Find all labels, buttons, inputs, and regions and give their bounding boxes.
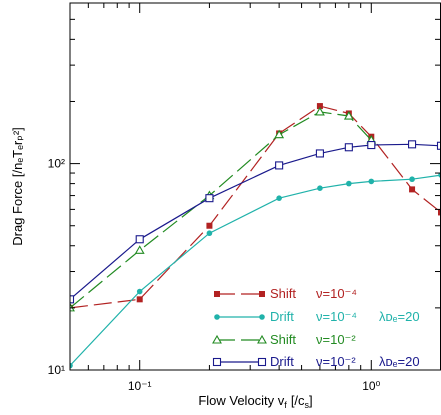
series-2-point (274, 129, 285, 139)
legend-label-3: Drift (270, 354, 294, 369)
series-1-point (409, 176, 415, 183)
series-1-point (346, 180, 352, 187)
legend-nu-0: ν=10⁻⁴ (316, 286, 357, 301)
series-1-point (136, 288, 143, 295)
series-line-3 (70, 143, 441, 300)
series-line-0 (70, 105, 441, 309)
legend-marker-start-0 (214, 291, 220, 297)
legend-label-0: Shift (270, 286, 296, 301)
legend-marker-end-2 (257, 334, 267, 344)
series-1-point (206, 230, 213, 237)
series-1-point (276, 195, 282, 201)
series-2-point (343, 110, 354, 120)
series-line-1 (70, 174, 441, 367)
legend-nu-2: ν=10⁻² (316, 332, 356, 347)
series-1-point (317, 185, 323, 192)
legend: Shift ν=10⁻⁴ Drift ν=10⁻⁴ Shift ν=10⁻² Drift ν=… (212, 286, 420, 369)
legend-nu-1: ν=10⁻⁴ (316, 309, 357, 324)
legend-label-2: Shift (270, 332, 296, 347)
x-tick-label: 10⁰ (362, 379, 380, 393)
series-0-point (206, 222, 213, 229)
series-3-point (436, 141, 441, 150)
series-3-point (205, 194, 214, 203)
y-axis-title: Drag Force [/nₑTₑrₚ²] (10, 127, 25, 246)
legend-marker-start-3 (212, 357, 222, 367)
x-tick-label: 10⁻¹ (128, 379, 152, 393)
series-3-point (135, 235, 144, 244)
series-2-point (134, 245, 145, 254)
series-0-point (316, 103, 323, 110)
series-0-point (438, 209, 441, 216)
series-line-2 (70, 111, 372, 309)
series-2-point (314, 106, 325, 116)
legend-label-1: Drift (270, 309, 294, 324)
series-3-point (408, 140, 417, 149)
series-0-point (136, 296, 143, 303)
lambda-annotation-1: λᴅₑ=20 (379, 354, 420, 369)
legend-marker-end-0 (259, 291, 265, 297)
data-layer (70, 103, 441, 369)
y-tick-label: 10¹ (48, 363, 65, 377)
series-3-point (367, 140, 376, 150)
series-group (70, 103, 441, 369)
series-3-point (70, 295, 75, 304)
legend-marker-start-1 (214, 314, 220, 320)
tick-layer: 10⁻¹ 10⁰ 10¹ 10² (48, 2, 441, 393)
legend-marker-start-2 (212, 334, 222, 344)
series-3-point (275, 161, 284, 170)
series-3-point (344, 143, 353, 152)
legend-nu-3: ν=10⁻² (316, 354, 356, 369)
series-0-point (409, 186, 416, 193)
legend-marker-end-1 (259, 314, 265, 320)
series-1-point (368, 178, 375, 185)
series-3-point (315, 149, 324, 158)
y-tick-label: 10² (48, 157, 65, 171)
lambda-annotation-0: λᴅₑ=20 (379, 309, 420, 324)
x-axis-title: Flow Velocity vf [/cs] (198, 393, 312, 410)
series-1-point (70, 362, 73, 369)
legend-marker-end-3 (257, 357, 267, 367)
